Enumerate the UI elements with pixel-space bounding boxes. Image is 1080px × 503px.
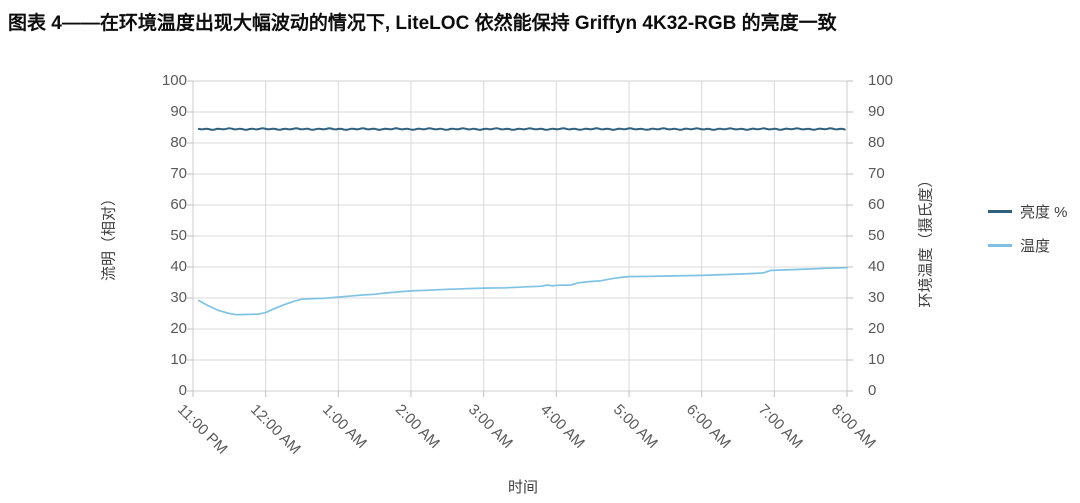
legend-label: 亮度 % — [1020, 204, 1068, 221]
series-line-temperature — [197, 266, 848, 316]
y-axis-right-tick-label: 0 — [868, 382, 877, 399]
y-axis-left-tick-label: 70 — [170, 165, 187, 182]
figure-title: 图表 4——在环境温度出现大幅波动的情况下, LiteLOC 依然能保持 Gri… — [8, 13, 837, 34]
y-axis-left-tick-label: 100 — [161, 72, 187, 89]
series-line-brightness — [197, 127, 846, 131]
y-axis-left-tick-label: 90 — [170, 103, 187, 120]
y-axis-right-tick-label: 80 — [868, 134, 885, 151]
y-axis-right-tick-label: 40 — [868, 258, 885, 275]
legend: 亮度 % 温度 — [988, 201, 1068, 269]
y-axis-right-tick-label: 10 — [868, 351, 885, 368]
y-axis-right-tick-label: 90 — [868, 103, 885, 120]
y-axis-right-tick-label: 30 — [868, 289, 885, 306]
y-axis-left-tick-label: 20 — [170, 320, 187, 337]
y-axis-left-tick-label: 30 — [170, 289, 187, 306]
legend-line-swatch — [988, 244, 1012, 247]
y-axis-right-tick-label: 50 — [868, 227, 885, 244]
legend-item: 亮度 % — [988, 201, 1068, 222]
y-axis-right-tick-label: 70 — [868, 165, 885, 182]
y-axis-left-tick-label: 10 — [170, 351, 187, 368]
legend-item: 温度 — [988, 235, 1068, 256]
y-axis-left-tick-label: 40 — [170, 258, 187, 275]
y-axis-right-tick-label: 20 — [868, 320, 885, 337]
y-axis-left-tick-label: 80 — [170, 134, 187, 151]
y-axis-right-title: 环境温度（摄氏度） — [917, 172, 935, 308]
y-axis-left-title: 流明（相对） — [100, 190, 118, 282]
legend-line-swatch — [988, 210, 1012, 213]
y-axis-right-tick-label: 60 — [868, 196, 885, 213]
y-axis-right-tick-label: 100 — [868, 72, 894, 89]
legend-label: 温度 — [1020, 238, 1051, 255]
y-axis-left-tick-label: 50 — [170, 227, 187, 244]
y-axis-left-tick-label: 0 — [178, 382, 187, 399]
y-axis-left-tick-label: 60 — [170, 196, 187, 213]
x-axis-title: 时间 — [507, 479, 539, 496]
